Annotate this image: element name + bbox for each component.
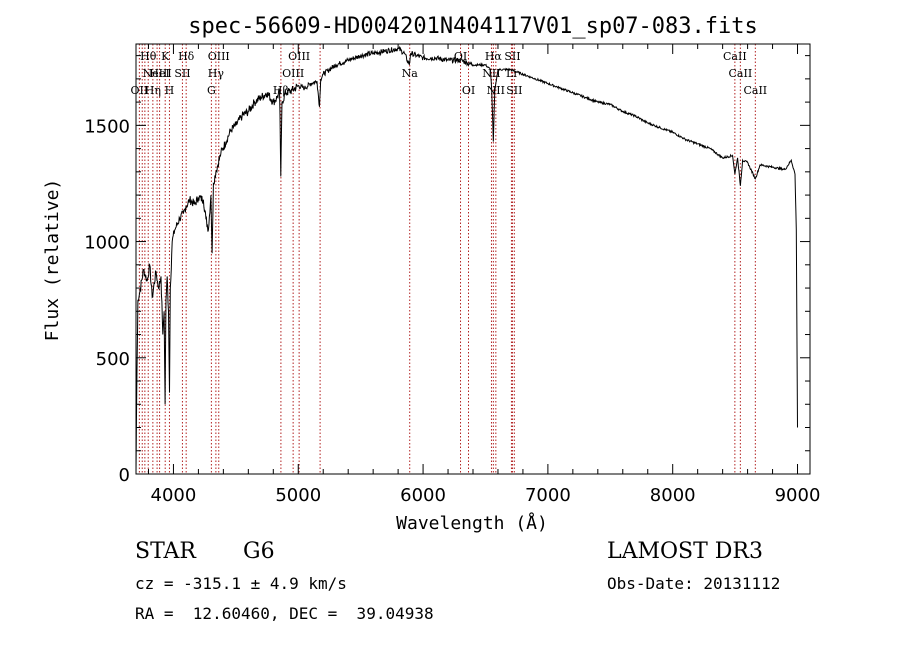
line-mark-label: G — [207, 84, 216, 97]
subclass: G6 — [243, 539, 275, 564]
line-mark-label: OIII — [288, 50, 310, 63]
line-mark-labels: OIIHθHηNeIIIHeIKHSIIHδGHγOIIIHβOIIIOIIIN… — [131, 50, 768, 97]
x-tick-label: 5000 — [275, 485, 321, 506]
line-mark-label: Li — [506, 67, 517, 80]
line-mark-label: CaII — [723, 50, 747, 63]
y-tick-label: 500 — [96, 349, 130, 370]
flux-series-line — [135, 45, 798, 475]
y-axis: 0 500 1000 1500 — [84, 55, 810, 486]
line-mark-label: Na — [402, 67, 419, 80]
redshift-cz: cz = -315.1 ± 4.9 km/s — [135, 574, 347, 593]
object-class: STAR — [135, 539, 196, 564]
line-mark-label: CaII — [729, 67, 753, 80]
plot-frame — [135, 43, 811, 475]
y-tick-label: 0 — [119, 465, 130, 486]
line-mark-label: Hδ — [178, 50, 195, 63]
y-tick-label: 1500 — [84, 116, 130, 137]
line-mark-label: SII — [504, 50, 520, 63]
obs-date: Obs-Date: 20131112 — [607, 574, 781, 593]
line-mark-label: K — [161, 50, 170, 63]
x-axis-label: Wavelength (Å) — [396, 512, 548, 534]
x-tick-label: 7000 — [525, 485, 571, 506]
line-mark-label: CaII — [743, 84, 767, 97]
y-tick-label: 1000 — [84, 233, 130, 254]
survey-name: LAMOST DR3 — [607, 539, 763, 564]
x-tick-label: 8000 — [650, 485, 696, 506]
line-mark-label: SII — [174, 67, 190, 80]
line-mark-label: OII — [131, 84, 149, 97]
x-axis: 4000 5000 6000 7000 8000 9000 — [147, 44, 821, 506]
y-axis-label: Flux (relative) — [42, 179, 63, 342]
line-mark-label: Hη — [145, 84, 161, 97]
line-mark-label: NeIII — [143, 67, 172, 80]
x-tick-label: 9000 — [775, 485, 821, 506]
spectrum-chart: spec-56609-HD004201N404117V01_sp07-083.f… — [42, 14, 821, 534]
coordinates: RA = 12.60460, DEC = 39.04938 — [135, 604, 434, 623]
line-mark-label: OIII — [208, 50, 230, 63]
line-mark-label: NII — [482, 67, 500, 80]
line-mark-label: HeI — [149, 67, 169, 80]
x-tick-label: 6000 — [400, 485, 446, 506]
line-mark-label: OIII — [282, 67, 304, 80]
line-mark-label: SII — [506, 84, 522, 97]
line-mark-label: Hγ — [208, 67, 225, 80]
line-marks — [138, 44, 756, 474]
x-tick-label: 4000 — [151, 485, 197, 506]
line-mark-label: Hθ — [140, 50, 157, 63]
chart-title: spec-56609-HD004201N404117V01_sp07-083.f… — [188, 14, 758, 39]
line-mark-label: OI — [462, 84, 475, 97]
line-mark-label: H — [165, 84, 175, 97]
line-mark-label: Hα — [485, 50, 503, 63]
